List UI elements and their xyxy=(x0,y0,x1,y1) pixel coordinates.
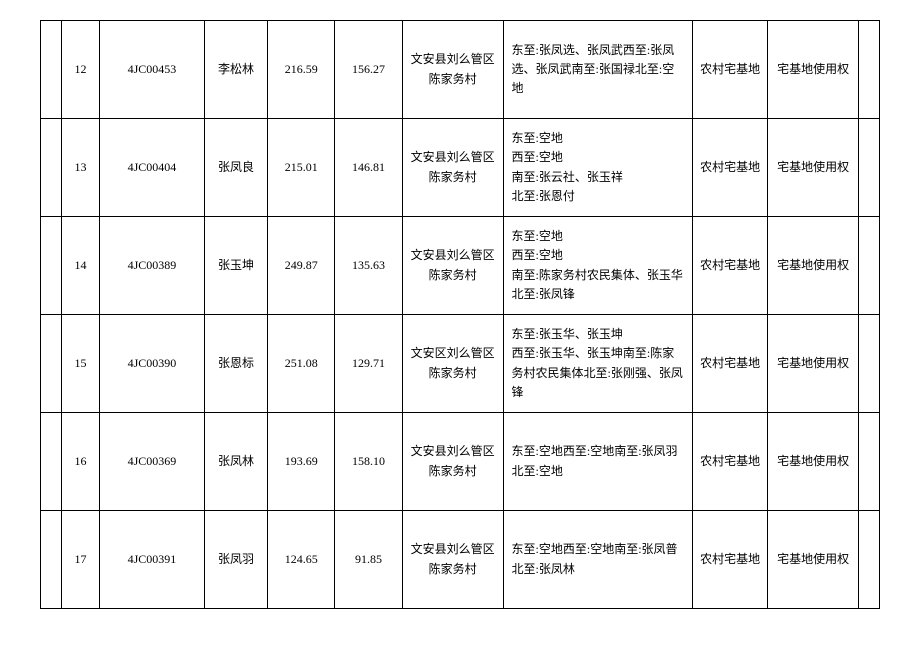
cell-location: 文安县刘么管区陈家务村 xyxy=(402,21,503,119)
cell-val2: 156.27 xyxy=(335,21,402,119)
cell-land_type: 农村宅基地 xyxy=(692,21,768,119)
cell-val2: 135.63 xyxy=(335,217,402,315)
cell-code: 4JC00369 xyxy=(99,413,204,511)
cell-right_type: 宅基地使用权 xyxy=(768,511,858,609)
cell-val1: 215.01 xyxy=(268,119,335,217)
cell-blank_left xyxy=(41,21,62,119)
cell-land_type: 农村宅基地 xyxy=(692,511,768,609)
cell-name: 张凤羽 xyxy=(204,511,267,609)
cell-val2: 146.81 xyxy=(335,119,402,217)
cell-code: 4JC00404 xyxy=(99,119,204,217)
table-row: 144JC00389张玉坤249.87135.63文安县刘么管区陈家务村东至:空… xyxy=(41,217,880,315)
cell-name: 张恩标 xyxy=(204,315,267,413)
table-row: 124JC00453李松林216.59156.27文安县刘么管区陈家务村东至:张… xyxy=(41,21,880,119)
cell-blank_right xyxy=(858,315,879,413)
cell-land_type: 农村宅基地 xyxy=(692,413,768,511)
cell-val2: 158.10 xyxy=(335,413,402,511)
cell-location: 文安县刘么管区陈家务村 xyxy=(402,413,503,511)
cell-boundaries: 东至:张凤选、张凤武西至:张凤选、张凤武南至:张国禄北至:空地 xyxy=(503,21,692,119)
cell-val1: 216.59 xyxy=(268,21,335,119)
cell-name: 李松林 xyxy=(204,21,267,119)
table-body: 124JC00453李松林216.59156.27文安县刘么管区陈家务村东至:张… xyxy=(41,21,880,609)
cell-seq: 14 xyxy=(62,217,100,315)
table-row: 154JC00390张恩标251.08129.71文安区刘么管区陈家务村东至:张… xyxy=(41,315,880,413)
cell-right_type: 宅基地使用权 xyxy=(768,119,858,217)
cell-blank_left xyxy=(41,119,62,217)
cell-location: 文安县刘么管区陈家务村 xyxy=(402,119,503,217)
cell-seq: 13 xyxy=(62,119,100,217)
cell-blank_left xyxy=(41,217,62,315)
cell-seq: 12 xyxy=(62,21,100,119)
land-records-table: 124JC00453李松林216.59156.27文安县刘么管区陈家务村东至:张… xyxy=(40,20,880,609)
cell-boundaries: 东至:空地西至:空地南至:张云社、张玉祥北至:张恩付 xyxy=(503,119,692,217)
cell-code: 4JC00389 xyxy=(99,217,204,315)
cell-right_type: 宅基地使用权 xyxy=(768,21,858,119)
cell-val1: 193.69 xyxy=(268,413,335,511)
cell-location: 文安县刘么管区陈家务村 xyxy=(402,217,503,315)
cell-seq: 17 xyxy=(62,511,100,609)
table-row: 164JC00369张凤林193.69158.10文安县刘么管区陈家务村东至:空… xyxy=(41,413,880,511)
cell-code: 4JC00453 xyxy=(99,21,204,119)
cell-name: 张玉坤 xyxy=(204,217,267,315)
cell-seq: 15 xyxy=(62,315,100,413)
cell-val2: 129.71 xyxy=(335,315,402,413)
table-row: 134JC00404张凤良215.01146.81文安县刘么管区陈家务村东至:空… xyxy=(41,119,880,217)
cell-right_type: 宅基地使用权 xyxy=(768,315,858,413)
cell-val1: 249.87 xyxy=(268,217,335,315)
cell-seq: 16 xyxy=(62,413,100,511)
cell-blank_left xyxy=(41,315,62,413)
cell-boundaries: 东至:空地西至:空地南至:陈家务村农民集体、张玉华北至:张凤锋 xyxy=(503,217,692,315)
cell-val1: 251.08 xyxy=(268,315,335,413)
cell-blank_right xyxy=(858,119,879,217)
cell-blank_left xyxy=(41,413,62,511)
cell-blank_right xyxy=(858,511,879,609)
cell-location: 文安区刘么管区陈家务村 xyxy=(402,315,503,413)
cell-land_type: 农村宅基地 xyxy=(692,119,768,217)
cell-name: 张凤良 xyxy=(204,119,267,217)
cell-location: 文安县刘么管区陈家务村 xyxy=(402,511,503,609)
cell-val1: 124.65 xyxy=(268,511,335,609)
cell-blank_right xyxy=(858,217,879,315)
table-row: 174JC00391张凤羽124.6591.85文安县刘么管区陈家务村东至:空地… xyxy=(41,511,880,609)
cell-blank_left xyxy=(41,511,62,609)
cell-blank_right xyxy=(858,21,879,119)
cell-boundaries: 东至:空地西至:空地南至:张凤羽北至:空地 xyxy=(503,413,692,511)
cell-land_type: 农村宅基地 xyxy=(692,217,768,315)
cell-val2: 91.85 xyxy=(335,511,402,609)
cell-code: 4JC00390 xyxy=(99,315,204,413)
cell-boundaries: 东至:张玉华、张玉坤西至:张玉华、张玉坤南至:陈家务村农民集体北至:张刚强、张凤… xyxy=(503,315,692,413)
cell-right_type: 宅基地使用权 xyxy=(768,413,858,511)
cell-land_type: 农村宅基地 xyxy=(692,315,768,413)
cell-right_type: 宅基地使用权 xyxy=(768,217,858,315)
cell-blank_right xyxy=(858,413,879,511)
cell-boundaries: 东至:空地西至:空地南至:张凤普北至:张凤林 xyxy=(503,511,692,609)
cell-name: 张凤林 xyxy=(204,413,267,511)
cell-code: 4JC00391 xyxy=(99,511,204,609)
